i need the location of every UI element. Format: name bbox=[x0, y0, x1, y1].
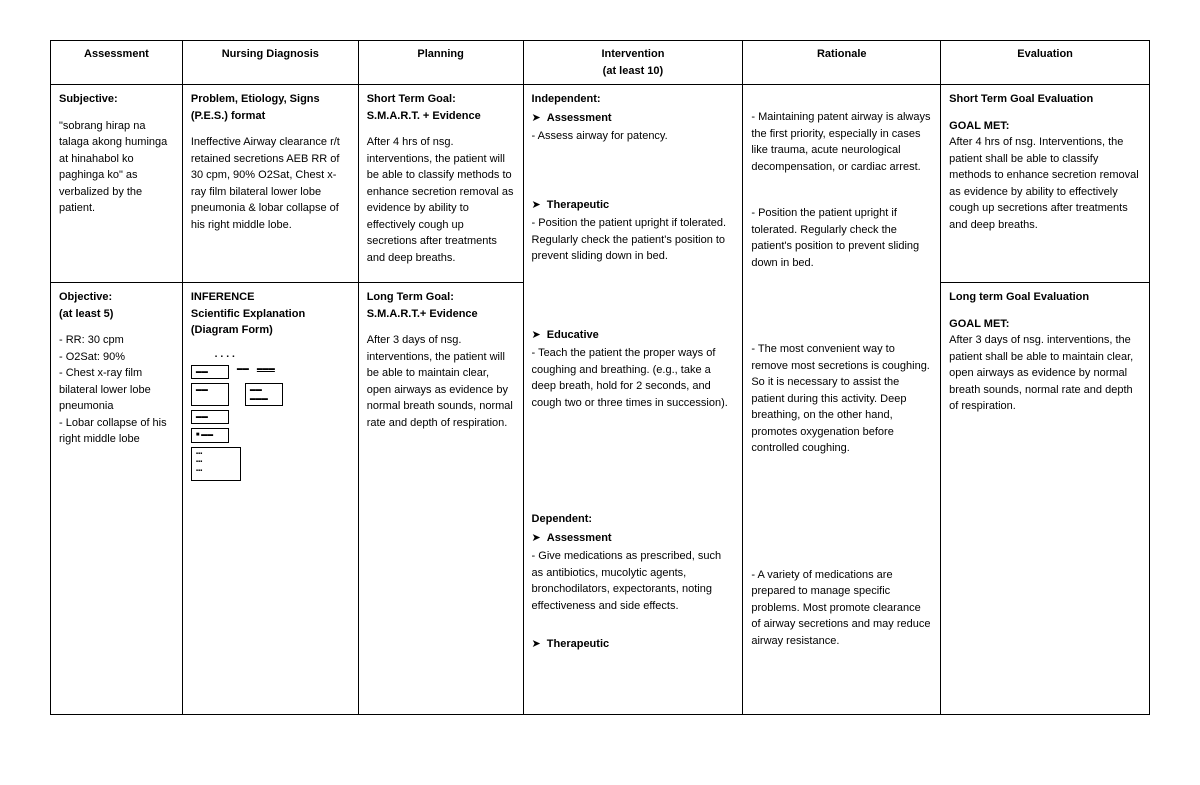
nursing-care-plan-table: Assessment Nursing Diagnosis Planning In… bbox=[50, 40, 1150, 715]
rationale-4: - A variety of medications are prepared … bbox=[751, 567, 932, 650]
subjective-title: Subjective: bbox=[59, 91, 174, 108]
long-goal-text: After 3 days of nsg. interventions, the … bbox=[367, 332, 515, 431]
rationale-3: - The most convenient way to remove most… bbox=[751, 341, 932, 457]
objective-item: - Chest x-ray film bilateral lower lobe … bbox=[59, 365, 174, 415]
objective-title: Objective: bbox=[59, 289, 174, 306]
inference-diagram: ▪ ▪ ▪ ▪ ▬▬ ▬▬ ▬▬▬ ▬▬ ▬▬▬▬▬ ▬▬ bbox=[191, 353, 350, 481]
objective-sub: (at least 5) bbox=[59, 306, 174, 323]
long-eval-title: Long term Goal Evaluation bbox=[949, 289, 1141, 306]
short-eval-title: Short Term Goal Evaluation bbox=[949, 91, 1141, 108]
header-assessment: Assessment bbox=[51, 41, 183, 85]
arrow-icon: ➤ bbox=[532, 636, 541, 653]
intervention-assessment-label: Assessment bbox=[547, 110, 612, 127]
intervention-educative-text: - Teach the patient the proper ways of c… bbox=[532, 345, 735, 411]
cell-inference: INFERENCE Scientific Explanation (Diagra… bbox=[182, 283, 358, 715]
short-goal-text: After 4 hrs of nsg. interventions, the p… bbox=[367, 134, 515, 266]
cell-subjective: Subjective: "sobrang hirap na talaga ako… bbox=[51, 85, 183, 283]
cell-long-term-goal: Long Term Goal: S.M.A.R.T.+ Evidence Aft… bbox=[358, 283, 523, 715]
dependent-assessment-text: - Give medications as prescribed, such a… bbox=[532, 548, 735, 614]
independent-title: Independent: bbox=[532, 91, 735, 108]
subjective-text: "sobrang hirap na talaga akong huminga a… bbox=[59, 118, 174, 217]
goal-met-2: GOAL MET: bbox=[949, 316, 1141, 333]
cell-short-evaluation: Short Term Goal Evaluation GOAL MET: Aft… bbox=[941, 85, 1150, 283]
long-goal-title2: S.M.A.R.T.+ Evidence bbox=[367, 306, 515, 323]
short-goal-title2: S.M.A.R.T. + Evidence bbox=[367, 108, 515, 125]
cell-long-evaluation: Long term Goal Evaluation GOAL MET: Afte… bbox=[941, 283, 1150, 715]
intervention-therapeutic-text: - Position the patient upright if tolera… bbox=[532, 215, 735, 265]
header-intervention-line1: Intervention bbox=[601, 48, 664, 60]
objective-item: - O2Sat: 90% bbox=[59, 349, 174, 366]
inference-title1: INFERENCE bbox=[191, 289, 350, 306]
objective-item: - Lobar collapse of his right middle lob… bbox=[59, 415, 174, 448]
intervention-assessment-text: - Assess airway for patency. bbox=[532, 128, 735, 145]
dependent-title: Dependent: bbox=[532, 511, 735, 528]
cell-pes: Problem, Etiology, Signs (P.E.S.) format… bbox=[182, 85, 358, 283]
cell-objective: Objective: (at least 5) - RR: 30 cpm - O… bbox=[51, 283, 183, 715]
inference-title3: (Diagram Form) bbox=[191, 322, 350, 339]
goal-met-1: GOAL MET: bbox=[949, 118, 1141, 135]
arrow-icon: ➤ bbox=[532, 530, 541, 547]
intervention-educative-label: Educative bbox=[547, 327, 599, 344]
cell-short-term-goal: Short Term Goal: S.M.A.R.T. + Evidence A… bbox=[358, 85, 523, 283]
pes-text: Ineffective Airway clearance r/t retaine… bbox=[191, 134, 350, 233]
rationale-1: - Maintaining patent airway is always th… bbox=[751, 109, 932, 175]
header-rationale: Rationale bbox=[743, 41, 941, 85]
rationale-2: - Position the patient upright if tolera… bbox=[751, 205, 932, 271]
cell-intervention: Independent: ➤ Assessment - Assess airwa… bbox=[523, 85, 743, 715]
pes-title: Problem, Etiology, Signs (P.E.S.) format bbox=[191, 91, 350, 124]
header-diagnosis: Nursing Diagnosis bbox=[182, 41, 358, 85]
header-evaluation: Evaluation bbox=[941, 41, 1150, 85]
dependent-assessment-label: Assessment bbox=[547, 530, 612, 547]
intervention-therapeutic-label: Therapeutic bbox=[547, 197, 609, 214]
arrow-icon: ➤ bbox=[532, 197, 541, 214]
short-eval-text: After 4 hrs of nsg. Interventions, the p… bbox=[949, 134, 1141, 233]
long-goal-title1: Long Term Goal: bbox=[367, 289, 515, 306]
arrow-icon: ➤ bbox=[532, 327, 541, 344]
objective-item: - RR: 30 cpm bbox=[59, 332, 174, 349]
header-planning: Planning bbox=[358, 41, 523, 85]
inference-title2: Scientific Explanation bbox=[191, 306, 350, 323]
cell-rationale: - Maintaining patent airway is always th… bbox=[743, 85, 941, 715]
header-intervention: Intervention (at least 10) bbox=[523, 41, 743, 85]
short-goal-title1: Short Term Goal: bbox=[367, 91, 515, 108]
arrow-icon: ➤ bbox=[532, 110, 541, 127]
long-eval-text: After 3 days of nsg. interventions, the … bbox=[949, 332, 1141, 415]
dependent-therapeutic-label: Therapeutic bbox=[547, 636, 609, 653]
header-intervention-line2: (at least 10) bbox=[603, 65, 664, 77]
